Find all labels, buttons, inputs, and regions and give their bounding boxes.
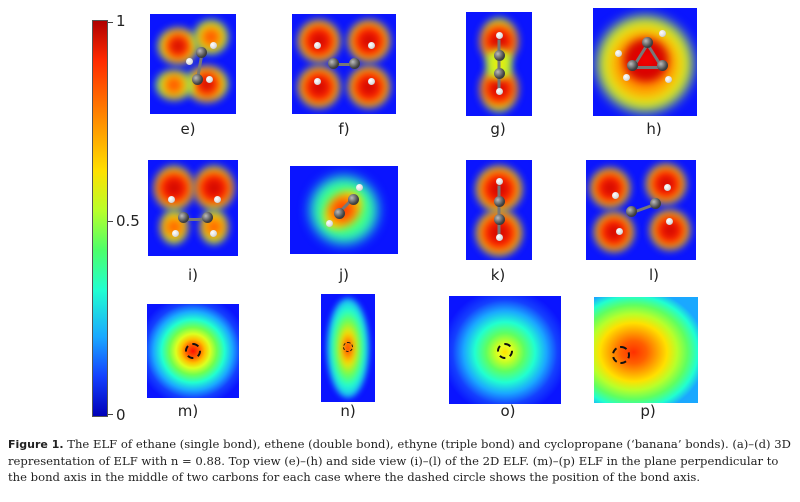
hydrogen-atom xyxy=(659,30,666,37)
panel-h-elf-map xyxy=(593,8,697,116)
hydrogen-atom xyxy=(210,42,217,49)
bond-axis-dashed-circle xyxy=(185,343,201,359)
panel-label-p: p) xyxy=(640,402,656,420)
panel-k-elf-map xyxy=(466,160,532,260)
figure-caption-lead: Figure 1. xyxy=(8,438,64,451)
carbon-atom xyxy=(348,194,359,205)
hydrogen-atom xyxy=(623,74,630,81)
colorbar-tick-mark xyxy=(108,414,113,415)
colorbar-tick-mark xyxy=(108,221,113,222)
hydrogen-atom xyxy=(206,76,213,83)
hydrogen-atom xyxy=(665,76,672,83)
panel-n-elf-map xyxy=(321,294,375,402)
panel-f-elf-map xyxy=(292,14,396,114)
colorbar-tick-mark xyxy=(108,22,113,23)
hydrogen-atom xyxy=(496,178,503,185)
carbon-atom xyxy=(192,74,203,85)
carbon-atom xyxy=(494,68,505,79)
panel-label-f: f) xyxy=(338,120,350,138)
hydrogen-atom xyxy=(496,32,503,39)
hydrogen-atom xyxy=(496,88,503,95)
panel-o-elf-map xyxy=(449,296,561,404)
carbon-atom xyxy=(627,60,638,71)
hydrogen-atom xyxy=(314,42,321,49)
bond-axis-dashed-circle xyxy=(343,342,353,352)
panel-l-elf-map xyxy=(586,160,696,260)
hydrogen-atom xyxy=(314,78,321,85)
panel-p-elf-map xyxy=(594,297,698,403)
panel-j-elf-map xyxy=(290,166,398,254)
panel-i-elf-map xyxy=(148,160,238,256)
colorbar xyxy=(92,20,108,417)
colorbar-tick-max: 1 xyxy=(116,12,126,30)
carbon-atom xyxy=(642,37,653,48)
hydrogen-atom xyxy=(214,196,221,203)
panel-label-k: k) xyxy=(490,266,506,284)
carbon-atom xyxy=(328,58,339,69)
carbon-atom xyxy=(178,212,189,223)
hydrogen-atom xyxy=(210,230,217,237)
panel-label-j: j) xyxy=(338,266,350,284)
panel-label-n: n) xyxy=(340,402,356,420)
bond-axis-dashed-circle xyxy=(497,343,513,359)
panel-label-g: g) xyxy=(490,120,506,138)
carbon-atom xyxy=(349,58,360,69)
figure-caption: Figure 1. The ELF of ethane (single bond… xyxy=(8,436,794,485)
carbon-atom xyxy=(334,208,345,219)
hydrogen-atom xyxy=(666,218,673,225)
carbon-atom xyxy=(494,196,505,207)
panel-label-m: m) xyxy=(177,402,199,420)
panel-label-h: h) xyxy=(646,120,662,138)
panel-label-i: i) xyxy=(187,266,199,284)
hydrogen-atom xyxy=(368,42,375,49)
carbon-atom xyxy=(202,212,213,223)
carbon-atom xyxy=(494,50,505,61)
carbon-atom xyxy=(650,198,661,209)
carbon-atom xyxy=(626,206,637,217)
bond-axis-dashed-circle xyxy=(612,346,630,364)
hydrogen-atom xyxy=(168,196,175,203)
hydrogen-atom xyxy=(186,58,193,65)
hydrogen-atom xyxy=(612,192,619,199)
carbon-atom xyxy=(196,47,207,58)
hydrogen-atom xyxy=(368,78,375,85)
panel-m-elf-map xyxy=(147,304,239,398)
hydrogen-atom xyxy=(356,184,363,191)
hydrogen-atom xyxy=(615,50,622,57)
panel-e-elf-map xyxy=(150,14,236,114)
hydrogen-atom xyxy=(326,220,333,227)
hydrogen-atom xyxy=(616,228,623,235)
figure-caption-text: The ELF of ethane (single bond), ethene … xyxy=(8,437,791,484)
hydrogen-atom xyxy=(172,230,179,237)
colorbar-tick-mid: 0.5 xyxy=(116,212,140,230)
panel-label-l: l) xyxy=(648,266,660,284)
hydrogen-atom xyxy=(664,184,671,191)
carbon-atom xyxy=(657,60,668,71)
carbon-atom xyxy=(494,214,505,225)
panel-label-e: e) xyxy=(180,120,196,138)
panel-g-elf-map xyxy=(466,12,532,116)
colorbar-tick-min: 0 xyxy=(116,406,126,424)
hydrogen-atom xyxy=(496,234,503,241)
panel-label-o: o) xyxy=(500,402,516,420)
